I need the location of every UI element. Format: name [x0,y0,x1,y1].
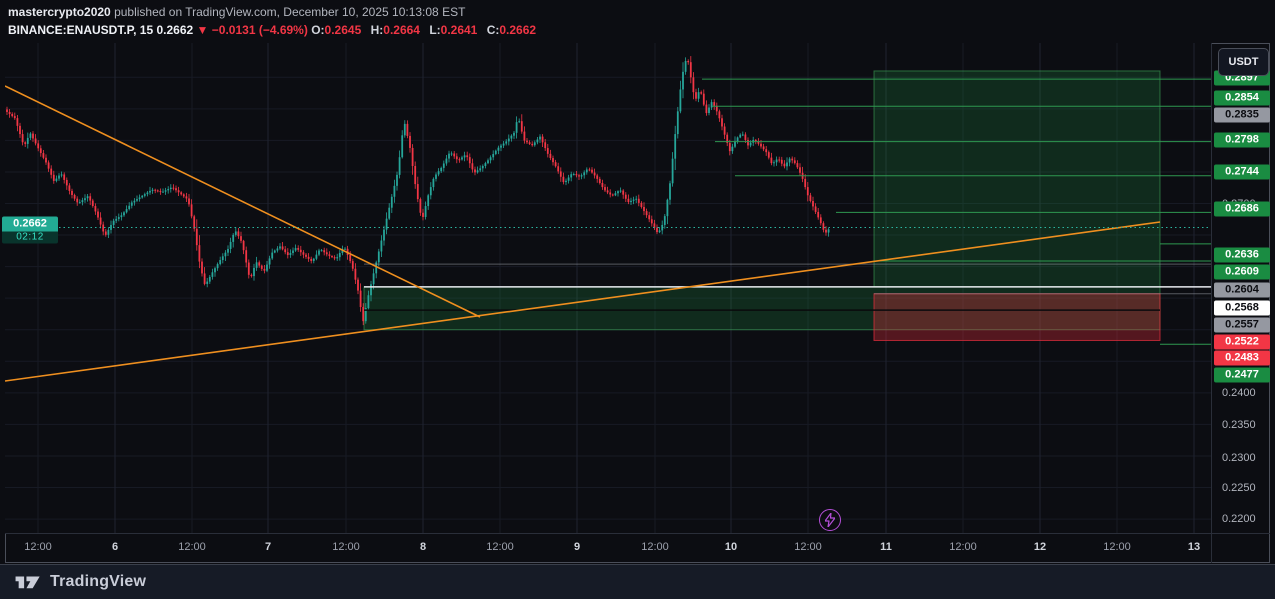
open-value: 0.2645 [324,23,362,37]
price-level-label: 0.2568 [1214,300,1270,316]
price-level-label: 0.2835 [1214,107,1270,123]
price-level-label: 0.2604 [1214,282,1270,298]
time-axis-label: 12:00 [332,541,360,553]
brand-name: TradingView [50,573,147,590]
published-info: published on TradingView.com, December 1… [110,5,466,19]
price-level-label: 0.2477 [1214,367,1270,383]
time-axis-label: 12:00 [794,541,822,553]
time-axis-day-label: 6 [111,541,119,553]
direction-down-icon: ▼ [196,23,209,37]
price-axis-separator [1211,43,1212,563]
price-level-label: 0.2798 [1214,132,1270,148]
tradingview-logo[interactable]: TradingView [14,571,146,593]
bar-countdown: 02:12 [2,231,58,244]
open-label: O: [311,23,325,37]
price-axis-tick: 0.2250 [1222,482,1256,495]
time-axis-label: 12:00 [641,541,669,553]
time-axis-label: 12:00 [949,541,977,553]
price-axis-tick: 0.2400 [1222,387,1256,399]
tradingview-logo-icon [15,576,40,589]
time-axis-day-label: 8 [419,541,427,553]
high-value: 0.2664 [383,23,420,37]
time-axis-day-label: 13 [1187,541,1201,553]
price-axis[interactable]: 0.27000.24000.23500.23000.22500.22000.28… [1212,43,1275,533]
time-axis-day-label: 9 [573,541,581,553]
last-price: 0.2662 [156,23,194,37]
symbol-name: BINANCE:ENAUSDT.P, 15 [8,23,154,37]
price-level-label: 0.2522 [1214,334,1270,350]
price-change: −0.0131 (−4.69%) [211,23,308,37]
author-username: mastercrypto2020 [8,5,111,19]
low-label: L: [429,23,441,37]
time-axis-day-label: 7 [264,541,272,553]
time-axis-label: 12:00 [24,541,52,553]
close-label: C: [486,23,500,37]
symbol-status-line: BINANCE:ENAUSDT.P, 15 0.2662 ▼ −0.0131 (… [8,21,542,39]
byline: mastercrypto2020 published on TradingVie… [8,3,542,21]
time-axis-day-label: 12 [1033,541,1047,553]
price-axis-tick: 0.2200 [1222,513,1256,526]
time-axis-label: 12:00 [486,541,514,553]
price-level-label: 0.2609 [1214,264,1270,280]
low-value: 0.2641 [440,23,478,37]
time-axis-day-label: 10 [724,541,738,553]
price-level-label: 0.2636 [1214,247,1270,263]
price-level-label: 0.2557 [1214,317,1270,333]
time-axis-separator [5,533,1270,534]
price-axis-tick: 0.2350 [1222,419,1256,432]
time-axis-day-label: 11 [880,541,892,553]
footer-bar: TradingView [0,564,1275,599]
boost-flash-marker[interactable] [819,509,841,531]
price-axis-tick: 0.2300 [1222,451,1256,464]
trendline [5,85,481,318]
chart-header: mastercrypto2020 published on TradingVie… [8,3,542,39]
time-axis-label: 12:00 [178,541,206,553]
time-axis-label: 12:00 [1103,541,1131,553]
close-value: 0.2662 [499,23,537,37]
high-label: H: [370,23,384,37]
price-level-label: 0.2686 [1214,201,1270,217]
trendline [5,221,1161,382]
drawing-zone-green [873,70,1161,288]
currency-toggle-button[interactable]: USDT [1218,48,1269,76]
price-level-label: 0.2854 [1214,90,1270,106]
price-level-label: 0.2483 [1214,350,1270,366]
current-price-label: 0.2662 02:12 [2,216,58,244]
price-level-label: 0.2744 [1214,164,1270,180]
lightning-bolt-icon [825,513,835,527]
time-axis[interactable]: 12:00 6 12:00 7 12:00 8 12:00 9 12:00 10 12:00 11 12… [5,534,1211,562]
drawing-zone-red [873,293,1161,341]
current-price-value: 0.2662 [2,216,58,232]
